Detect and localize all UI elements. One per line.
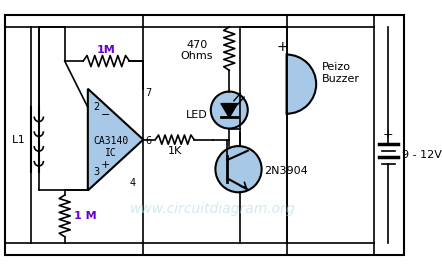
- Text: +: +: [383, 129, 393, 141]
- Polygon shape: [221, 104, 238, 117]
- Text: +: +: [101, 160, 110, 170]
- Text: 2N3904: 2N3904: [264, 166, 308, 176]
- Text: 470
Ohms: 470 Ohms: [181, 40, 213, 61]
- Text: −: −: [101, 110, 110, 120]
- Text: 4: 4: [129, 178, 135, 188]
- Text: +: +: [276, 40, 288, 54]
- Text: 9 - 12V: 9 - 12V: [402, 150, 442, 160]
- Text: 1M: 1M: [97, 45, 116, 55]
- Text: CA3140
IC: CA3140 IC: [93, 136, 129, 158]
- Wedge shape: [286, 55, 316, 114]
- Circle shape: [211, 92, 248, 129]
- Text: 7: 7: [145, 88, 152, 98]
- Polygon shape: [88, 89, 143, 190]
- Text: 6: 6: [145, 136, 151, 146]
- Text: 1K: 1K: [168, 146, 182, 156]
- Circle shape: [215, 146, 262, 192]
- Text: 2: 2: [93, 102, 99, 112]
- Text: 3: 3: [93, 167, 99, 177]
- Text: L1: L1: [12, 135, 25, 145]
- Text: Peizo
Buzzer: Peizo Buzzer: [322, 62, 360, 84]
- Text: LED: LED: [186, 110, 208, 120]
- Text: 1 M: 1 M: [74, 211, 97, 221]
- Text: www.circuitdiagram.org: www.circuitdiagram.org: [130, 202, 295, 216]
